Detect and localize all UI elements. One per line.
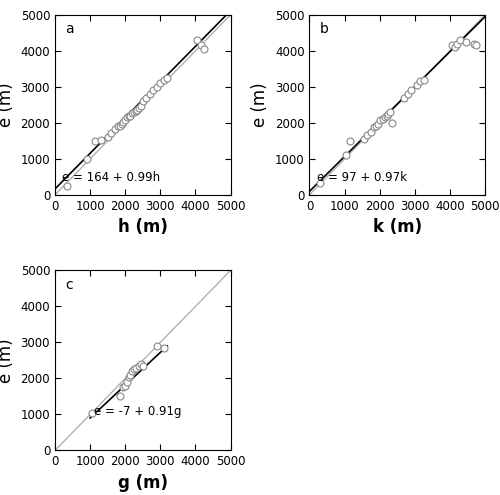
Text: e = -7 + 0.91g: e = -7 + 0.91g [94, 405, 181, 418]
Y-axis label: e (m): e (m) [252, 83, 270, 127]
Text: e = 97 + 0.97k: e = 97 + 0.97k [316, 171, 406, 184]
X-axis label: g (m): g (m) [118, 474, 168, 492]
X-axis label: k (m): k (m) [372, 218, 422, 236]
Text: c: c [66, 278, 73, 292]
Text: e = 164 + 0.99h: e = 164 + 0.99h [62, 171, 160, 184]
Text: a: a [66, 22, 74, 36]
Y-axis label: e (m): e (m) [0, 83, 15, 127]
Text: b: b [320, 22, 329, 36]
X-axis label: h (m): h (m) [118, 218, 168, 236]
Y-axis label: e (m): e (m) [0, 338, 15, 383]
